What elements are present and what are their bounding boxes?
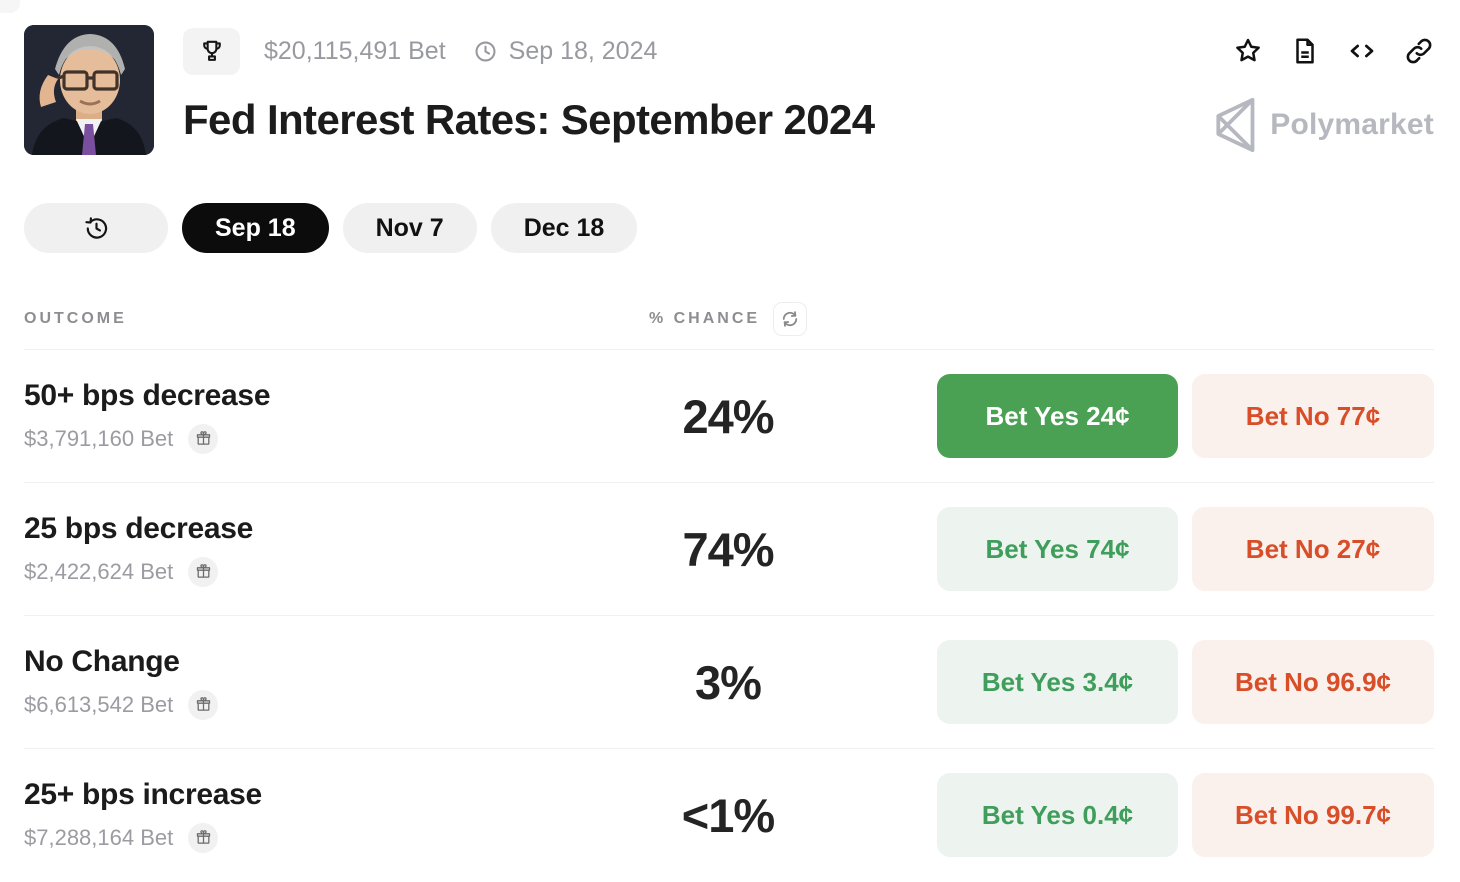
bet-yes-button[interactable]: Bet Yes 0.4¢ <box>937 773 1178 857</box>
outcome-name: 50+ bps decrease <box>24 378 271 412</box>
powell-portrait-illustration <box>24 25 154 155</box>
gift-icon <box>196 697 210 711</box>
star-icon <box>1236 38 1260 62</box>
outcome-row-no-change: No Change $6,613,542 Bet 3% Bet Yes 3.4¢… <box>24 615 1434 748</box>
rewards-gift-button[interactable] <box>188 423 219 454</box>
bet-yes-button[interactable]: Bet Yes 24¢ <box>937 374 1178 458</box>
outcome-row-50-bps-decrease: 50+ bps decrease $3,791,160 Bet 24% Bet … <box>24 349 1434 482</box>
rules-document-button[interactable] <box>1290 36 1320 66</box>
rewards-gift-button[interactable] <box>188 556 219 587</box>
outcome-name: No Change <box>24 644 180 678</box>
bet-yes-button[interactable]: Bet Yes 3.4¢ <box>937 640 1178 724</box>
outcome-name: 25 bps decrease <box>24 511 253 545</box>
header-action-icons <box>1233 36 1434 66</box>
outcome-column-header: OUTCOME <box>24 310 127 327</box>
outcome-name: 25+ bps increase <box>24 777 262 811</box>
polymarket-wordmark: Polymarket <box>1270 108 1434 141</box>
code-embed-icon <box>1350 44 1374 58</box>
refresh-button[interactable] <box>773 302 808 336</box>
rewards-gift-button[interactable] <box>188 689 219 720</box>
gift-icon <box>196 564 210 578</box>
clock-icon <box>475 40 496 62</box>
copy-link-button[interactable] <box>1404 36 1434 66</box>
favorite-star-button[interactable] <box>1233 36 1263 66</box>
outcome-bet-volume: $7,288,164 Bet <box>24 824 174 850</box>
chance-value: 24% <box>682 389 774 443</box>
trophy-icon <box>202 40 221 61</box>
bet-no-button[interactable]: Bet No 96.9¢ <box>1192 640 1434 724</box>
table-header-row: OUTCOME % CHANCE <box>24 289 1434 349</box>
market-date: Sep 18, 2024 <box>508 36 658 65</box>
history-clock-icon <box>84 216 107 239</box>
rewards-gift-button[interactable] <box>188 822 219 853</box>
outcome-bet-volume: $2,422,624 Bet <box>24 558 174 584</box>
corner-artifact <box>0 0 20 13</box>
polymarket-logo-mark <box>1212 97 1257 153</box>
outcome-row-25-bps-decrease: 25 bps decrease $2,422,624 Bet 74% Bet Y… <box>24 482 1434 615</box>
outcome-bet-volume: $3,791,160 Bet <box>24 425 174 451</box>
gift-icon <box>196 830 210 844</box>
bet-no-button[interactable]: Bet No 77¢ <box>1192 374 1434 458</box>
tab-sep-18[interactable]: Sep 18 <box>182 203 329 253</box>
tab-nov-7[interactable]: Nov 7 <box>342 203 477 253</box>
link-icon <box>1406 38 1432 64</box>
history-chart-button[interactable] <box>24 203 168 253</box>
outcome-table: OUTCOME % CHANCE 50+ bps decrease $3,791… <box>0 289 1460 881</box>
date-tabs: Sep 18 Nov 7 Dec 18 <box>24 203 1434 253</box>
page-title: Fed Interest Rates: September 2024 <box>183 96 875 143</box>
bet-no-button[interactable]: Bet No 27¢ <box>1192 507 1434 591</box>
chance-column-header: % CHANCE <box>648 310 761 327</box>
market-date-group: Sep 18, 2024 <box>473 36 658 66</box>
leaderboard-button[interactable] <box>183 27 240 75</box>
total-bet-amount: $20,115,491 Bet <box>264 36 446 65</box>
outcome-row-25-bps-increase: 25+ bps increase $7,288,164 Bet <1% Bet … <box>24 748 1434 881</box>
market-meta-row: $20,115,491 Bet Sep 18, 2024 <box>183 27 875 75</box>
chance-value: 3% <box>695 655 762 709</box>
market-avatar-jerome-powell <box>24 25 154 155</box>
outcome-bet-volume: $6,613,542 Bet <box>24 691 174 717</box>
refresh-icon <box>782 311 798 327</box>
bet-yes-button[interactable]: Bet Yes 74¢ <box>937 507 1178 591</box>
market-header: $20,115,491 Bet Sep 18, 2024 Fed Interes… <box>0 0 1460 155</box>
chance-value: <1% <box>681 788 775 842</box>
embed-code-button[interactable] <box>1347 36 1377 66</box>
document-icon <box>1296 38 1314 64</box>
gift-icon <box>196 431 210 445</box>
bet-no-button[interactable]: Bet No 99.7¢ <box>1192 773 1434 857</box>
polymarket-brand-link[interactable]: Polymarket <box>1212 97 1434 153</box>
tab-dec-18[interactable]: Dec 18 <box>490 203 638 253</box>
chance-value: 74% <box>682 522 774 576</box>
